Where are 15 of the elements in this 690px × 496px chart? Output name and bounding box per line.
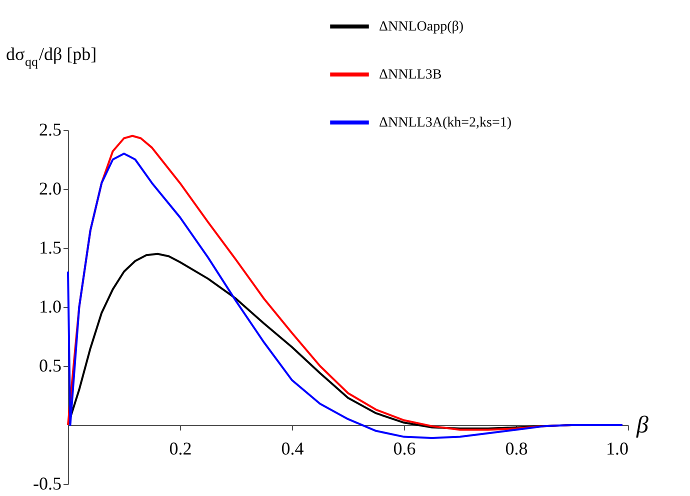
legend-label: ΔNNLOapp(β) bbox=[379, 20, 464, 34]
y-tick-label: -0.5 bbox=[33, 474, 62, 494]
y-tick-label: 1.0 bbox=[39, 296, 62, 316]
x-tick-label: 1.0 bbox=[606, 438, 628, 458]
legend-label: ΔNNLL3B bbox=[379, 68, 442, 82]
x-tick-label: 0.4 bbox=[281, 438, 304, 458]
y-tick-label: 1.5 bbox=[39, 238, 62, 258]
x-tick-label: 0.8 bbox=[505, 438, 528, 458]
legend-label: ΔNNLL3A(kh=2,ks=1) bbox=[379, 116, 512, 130]
x-tick-label: 0.2 bbox=[169, 438, 192, 458]
x-tick-label: 0.6 bbox=[393, 438, 416, 458]
y-tick-label: 0.5 bbox=[39, 356, 62, 376]
y-tick-label: 2.5 bbox=[39, 120, 62, 140]
y-tick-label: 2.0 bbox=[39, 178, 62, 198]
x-axis-title: β bbox=[636, 412, 648, 438]
